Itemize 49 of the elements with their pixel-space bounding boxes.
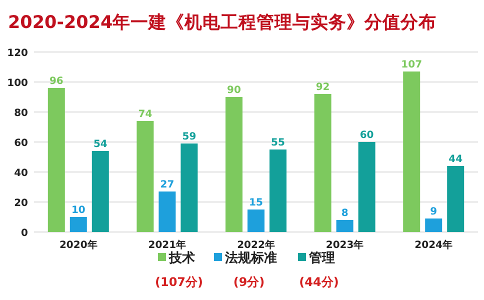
y-tick-label: 120 bbox=[7, 48, 28, 59]
data-label: 90 bbox=[227, 85, 241, 96]
data-label: 9 bbox=[430, 206, 438, 218]
bar bbox=[92, 151, 109, 232]
x-tick-label: 2021年 bbox=[148, 239, 186, 251]
bar bbox=[336, 220, 354, 232]
data-label: 55 bbox=[271, 138, 285, 148]
data-label: 60 bbox=[360, 130, 374, 141]
data-label: 92 bbox=[316, 82, 330, 93]
data-label: 107 bbox=[401, 60, 422, 70]
bar bbox=[48, 88, 65, 232]
bar bbox=[270, 150, 286, 232]
x-tick-label: 2020年 bbox=[59, 239, 98, 251]
data-label: 15 bbox=[249, 198, 263, 208]
bar bbox=[425, 218, 442, 232]
data-label: 96 bbox=[49, 76, 64, 87]
y-tick-label: 80 bbox=[14, 108, 28, 119]
data-label: 8 bbox=[341, 208, 348, 219]
y-tick-label: 40 bbox=[14, 168, 28, 179]
bar bbox=[447, 166, 464, 232]
legend-label: 技术 bbox=[168, 251, 195, 266]
data-label: 54 bbox=[93, 139, 108, 150]
bar bbox=[70, 217, 87, 232]
bar bbox=[403, 72, 420, 232]
bar bbox=[314, 94, 332, 232]
data-label: 59 bbox=[182, 132, 196, 142]
bar bbox=[136, 121, 154, 232]
legend-label: 法规标准 bbox=[224, 250, 277, 266]
bar bbox=[248, 210, 264, 232]
x-tick-label: 2022年 bbox=[237, 239, 275, 251]
data-label: 27 bbox=[160, 180, 174, 190]
x-tick-label: 2023年 bbox=[326, 239, 364, 251]
x-tick-label: 2024年 bbox=[414, 239, 453, 251]
y-tick-label: 20 bbox=[14, 198, 28, 209]
y-tick-label: 100 bbox=[7, 78, 28, 89]
legend-label: 管理 bbox=[308, 251, 335, 266]
y-tick-label: 60 bbox=[14, 138, 28, 149]
bar bbox=[158, 192, 176, 232]
bar bbox=[226, 97, 242, 232]
data-label: 44 bbox=[448, 154, 463, 165]
text: (44分) bbox=[299, 275, 339, 289]
text: (107分) bbox=[154, 275, 204, 289]
bar bbox=[358, 142, 376, 232]
y-tick-label: 0 bbox=[21, 228, 28, 239]
data-label: 10 bbox=[71, 205, 86, 216]
text: (9分) bbox=[233, 275, 265, 289]
chart-title: 2020-2024年一建《机电工程管理与实务》分值分布 bbox=[8, 12, 437, 33]
bar bbox=[180, 144, 198, 232]
data-label: 74 bbox=[138, 109, 152, 120]
